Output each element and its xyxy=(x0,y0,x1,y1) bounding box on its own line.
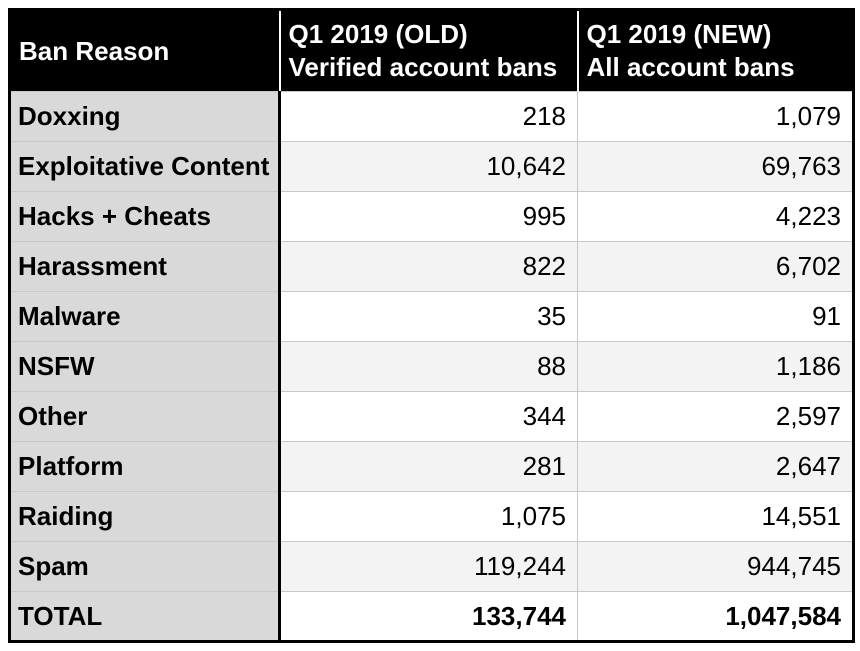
old-bans-cell: 35 xyxy=(279,291,578,342)
reason-cell: Malware xyxy=(9,291,281,342)
total-new-bans-cell: 1,047,584 xyxy=(577,591,854,642)
total-row: TOTAL 133,744 1,047,584 xyxy=(9,591,854,642)
old-bans-cell: 10,642 xyxy=(279,141,578,192)
header-title-line: Ban Reason xyxy=(19,35,170,66)
reason-cell: Doxxing xyxy=(9,91,281,142)
new-bans-cell: 1,079 xyxy=(577,91,854,142)
new-bans-cell: 2,597 xyxy=(577,391,854,442)
header-title-line: Q1 2019 (NEW) xyxy=(586,19,772,49)
old-bans-cell: 822 xyxy=(279,241,578,292)
table-row: Hacks + Cheats 995 4,223 xyxy=(9,191,854,242)
old-bans-cell: 119,244 xyxy=(279,541,578,592)
table-row: NSFW 88 1,186 xyxy=(9,341,854,392)
new-bans-cell: 6,702 xyxy=(577,241,854,292)
reason-cell: Platform xyxy=(9,441,281,492)
new-bans-cell: 91 xyxy=(577,291,854,342)
table-row: Spam 119,244 944,745 xyxy=(9,541,854,592)
old-bans-cell: 218 xyxy=(279,91,578,142)
reason-cell: Raiding xyxy=(9,491,281,542)
new-bans-cell: 4,223 xyxy=(577,191,854,242)
header-title-line: Q1 2019 (OLD) xyxy=(288,19,468,49)
new-bans-cell: 944,745 xyxy=(577,541,854,592)
ban-reasons-table: Ban Reason Q1 2019 (OLD) Verified accoun… xyxy=(8,8,855,643)
header-subtitle-line: Verified account bans xyxy=(288,52,558,82)
table-body: Doxxing 218 1,079 Exploitative Content 1… xyxy=(9,91,854,642)
table-row: Platform 281 2,647 xyxy=(9,441,854,492)
table-header: Ban Reason Q1 2019 (OLD) Verified accoun… xyxy=(9,9,854,92)
reason-cell: Spam xyxy=(9,541,281,592)
old-bans-cell: 281 xyxy=(279,441,578,492)
header-row: Ban Reason Q1 2019 (OLD) Verified accoun… xyxy=(9,9,854,92)
reason-cell: NSFW xyxy=(9,341,281,392)
header-q1-2019-new: Q1 2019 (NEW) All account bans xyxy=(576,9,854,92)
new-bans-cell: 14,551 xyxy=(577,491,854,542)
reason-cell: Other xyxy=(9,391,281,442)
new-bans-cell: 1,186 xyxy=(577,341,854,392)
old-bans-cell: 344 xyxy=(279,391,578,442)
header-q1-2019-old: Q1 2019 (OLD) Verified account bans xyxy=(278,9,578,92)
new-bans-cell: 69,763 xyxy=(577,141,854,192)
header-subtitle-line: All account bans xyxy=(586,52,795,82)
old-bans-cell: 88 xyxy=(279,341,578,392)
table-row: Malware 35 91 xyxy=(9,291,854,342)
table-row: Exploitative Content 10,642 69,763 xyxy=(9,141,854,192)
old-bans-cell: 1,075 xyxy=(279,491,578,542)
table-row: Raiding 1,075 14,551 xyxy=(9,491,854,542)
reason-cell: Harassment xyxy=(9,241,281,292)
total-old-bans-cell: 133,744 xyxy=(279,591,578,642)
table-row: Harassment 822 6,702 xyxy=(9,241,854,292)
old-bans-cell: 995 xyxy=(279,191,578,242)
total-label-cell: TOTAL xyxy=(9,591,281,642)
table-row: Other 344 2,597 xyxy=(9,391,854,442)
reason-cell: Exploitative Content xyxy=(9,141,281,192)
header-ban-reason: Ban Reason xyxy=(9,9,280,92)
table-row: Doxxing 218 1,079 xyxy=(9,91,854,142)
reason-cell: Hacks + Cheats xyxy=(9,191,281,242)
new-bans-cell: 2,647 xyxy=(577,441,854,492)
